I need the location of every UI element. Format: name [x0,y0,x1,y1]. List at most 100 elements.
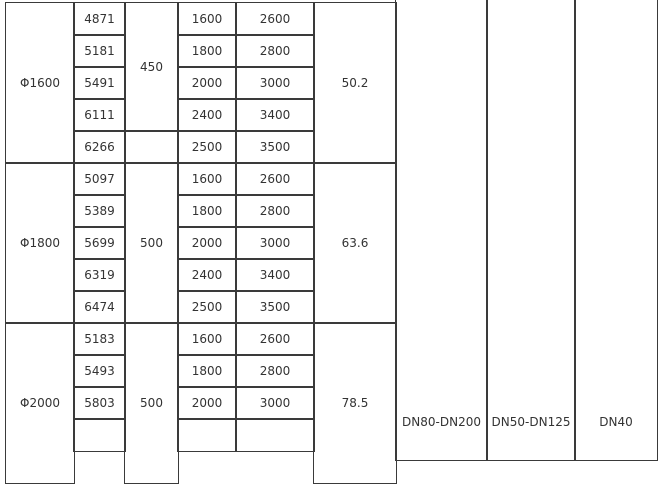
area-cell: 50.2 [313,2,397,164]
pipe-size-cell: DN40 [574,0,658,461]
diameter-cell: Φ2000 [5,322,75,484]
length-cell-text: 6474 [84,300,115,314]
length-cell-text: 4871 [84,12,115,26]
length-cell-text: 5491 [84,76,115,90]
height-cell-text: 1800 [191,364,223,378]
length-cell-text: 5699 [84,236,115,250]
pipe-size-cell: DN50-DN125 [486,0,576,461]
diameter-cell: Φ1600 [5,2,75,164]
length-cell [73,418,126,452]
height-cell-text: 2000 [191,396,223,410]
height-cell-text: 2000 [191,236,223,250]
width-cell-text: 450 [140,60,163,74]
height-cell-text: 1800 [191,204,223,218]
height-cell: 2000 [177,226,237,260]
total-height-cell: 3400 [235,258,315,292]
height-cell-text: 2400 [191,268,223,282]
length-cell-text: 5493 [84,364,115,378]
total-height-cell: 2600 [235,322,315,356]
total-height-cell-text: 2600 [259,332,291,346]
diameter-cell-text: Φ1800 [20,236,60,250]
height-cell-text: 1600 [191,12,223,26]
total-height-cell-text: 2800 [259,44,291,58]
total-height-cell-text: 2800 [259,364,291,378]
length-cell: 5491 [73,66,126,100]
height-cell: 1800 [177,34,237,68]
area-cell-text: 78.5 [341,396,369,410]
total-height-cell-text: 3500 [259,140,291,154]
total-height-cell: 3000 [235,66,315,100]
width-cell: 500 [124,162,179,324]
diameter-cell: Φ1800 [5,162,75,324]
total-height-cell-text: 3000 [259,396,291,410]
length-cell-text: 5803 [84,396,115,410]
length-cell-text: 5183 [84,332,115,346]
total-height-cell-text: 3400 [259,108,291,122]
area-cell-text: 63.6 [341,236,369,250]
total-height-cell: 2600 [235,2,315,36]
height-cell: 2000 [177,66,237,100]
height-cell: 2400 [177,258,237,292]
total-height-cell: 2800 [235,34,315,68]
total-height-cell-text: 2600 [259,12,291,26]
total-height-cell: 2600 [235,162,315,196]
length-cell-text: 6319 [84,268,115,282]
length-cell-text: 5181 [84,44,115,58]
length-cell: 5183 [73,322,126,356]
length-cell: 6474 [73,290,126,324]
height-cell [177,418,237,452]
length-cell-text: 5389 [84,204,115,218]
height-cell-text: 1600 [191,172,223,186]
total-height-cell-text: 2800 [259,204,291,218]
total-height-cell: 3400 [235,98,315,132]
area-cell-text: 50.2 [341,76,369,90]
length-cell: 6319 [73,258,126,292]
total-height-cell-text: 2600 [259,172,291,186]
height-cell: 2500 [177,130,237,164]
pipe-size-cell-text: DN80-DN200 [402,415,481,430]
length-cell: 5389 [73,194,126,228]
total-height-cell: 2800 [235,194,315,228]
height-cell-text: 2000 [191,76,223,90]
length-cell-text: 5097 [84,172,115,186]
height-cell: 1600 [177,322,237,356]
length-cell: 4871 [73,2,126,36]
length-cell: 5097 [73,162,126,196]
height-cell: 2400 [177,98,237,132]
total-height-cell-text: 3000 [259,236,291,250]
empty-cell [124,130,179,164]
height-cell: 2500 [177,290,237,324]
height-cell-text: 1600 [191,332,223,346]
length-cell-text: 6111 [84,108,115,122]
length-cell: 5803 [73,386,126,420]
pipe-size-cell-text: DN50-DN125 [491,415,571,430]
height-cell-text: 2500 [191,140,223,154]
length-cell: 5181 [73,34,126,68]
width-cell: 500 [124,322,179,484]
total-height-cell-text: 3400 [259,268,291,282]
total-height-cell-text: 3000 [259,76,291,90]
diameter-cell-text: Φ2000 [20,396,60,410]
total-height-cell: 3500 [235,290,315,324]
total-height-cell [235,418,315,452]
height-cell: 1800 [177,194,237,228]
length-cell: 5493 [73,354,126,388]
height-cell: 1600 [177,162,237,196]
height-cell: 2000 [177,386,237,420]
total-height-cell-text: 3500 [259,300,291,314]
width-cell-text: 500 [140,236,163,250]
total-height-cell: 3000 [235,386,315,420]
length-cell: 5699 [73,226,126,260]
total-height-cell: 2800 [235,354,315,388]
width-cell: 450 [124,2,179,132]
length-cell: 6266 [73,130,126,164]
length-cell-text: 6266 [84,140,115,154]
total-height-cell: 3500 [235,130,315,164]
area-cell: 78.5 [313,322,397,484]
height-cell: 1600 [177,2,237,36]
area-cell: 63.6 [313,162,397,324]
pipe-size-cell: DN80-DN200 [395,0,488,461]
length-cell: 6111 [73,98,126,132]
height-cell-text: 2400 [191,108,223,122]
height-cell-text: 1800 [191,44,223,58]
